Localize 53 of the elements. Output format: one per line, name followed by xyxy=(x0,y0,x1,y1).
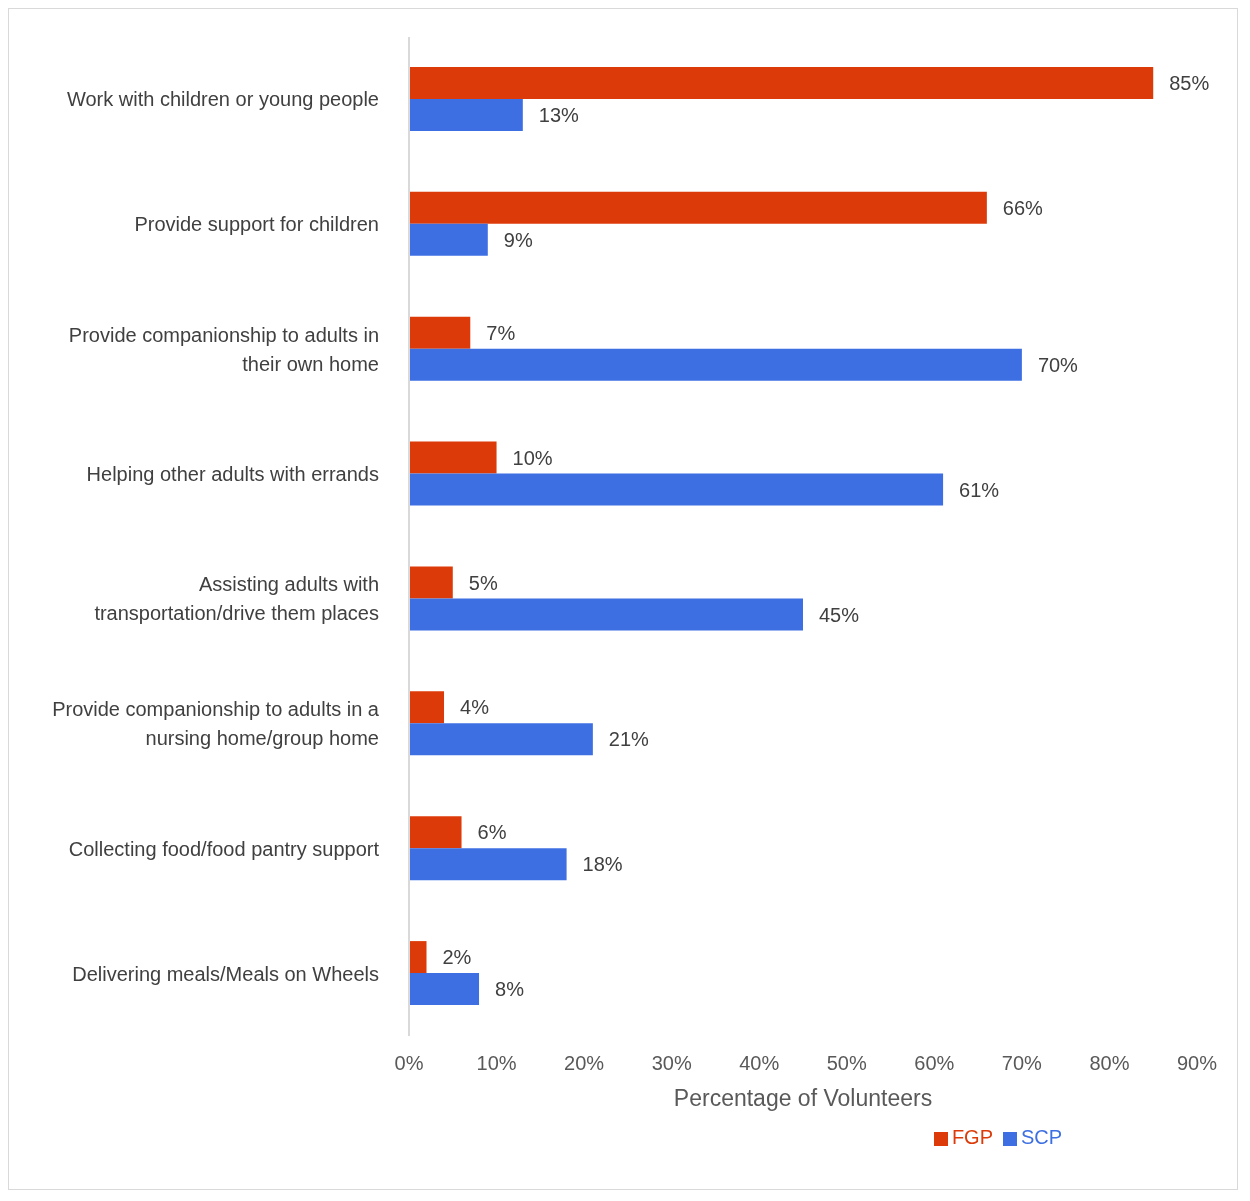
bar xyxy=(409,348,1022,381)
legend-label: SCP xyxy=(1021,1126,1063,1148)
y-tick-label: Assisting adults with transportation/drive them places xyxy=(94,573,379,625)
data-label: 18% xyxy=(582,853,623,876)
data-label: 6% xyxy=(477,821,507,844)
y-tick-label: Delivering meals/Meals on Wheels xyxy=(72,962,379,985)
data-label: 66% xyxy=(1002,196,1044,219)
x-tick-label: 70% xyxy=(1001,1052,1043,1075)
x-tick-label: 60% xyxy=(914,1052,955,1075)
bar xyxy=(409,598,803,631)
bar xyxy=(409,723,593,756)
data-label: 21% xyxy=(608,728,650,751)
bar xyxy=(409,941,427,974)
data-label: 2% xyxy=(442,946,472,969)
x-tick-label: 10% xyxy=(476,1052,517,1075)
bar xyxy=(409,223,488,256)
bar xyxy=(409,691,445,724)
bar xyxy=(409,816,462,849)
y-tick-label: Provide support for children xyxy=(134,213,379,236)
bar xyxy=(409,316,471,349)
data-label: 70% xyxy=(1037,353,1079,376)
legend-label: FGP xyxy=(951,1126,993,1148)
bar xyxy=(409,473,944,506)
data-label: 4% xyxy=(460,696,490,719)
data-label: 61% xyxy=(959,478,1000,501)
data-label: 8% xyxy=(495,978,525,1001)
x-tick-label: 20% xyxy=(564,1052,605,1075)
bar xyxy=(409,191,987,224)
y-tick-label: Helping other adults with errands xyxy=(86,463,379,486)
data-label: 85% xyxy=(1169,72,1210,95)
bar xyxy=(409,848,567,881)
y-tick-label: Collecting food/food pantry support xyxy=(68,837,380,860)
data-label: 9% xyxy=(503,228,533,251)
x-tick-label: 40% xyxy=(739,1052,780,1075)
bar xyxy=(409,66,1154,99)
x-tick-label: 90% xyxy=(1176,1052,1218,1075)
bar xyxy=(409,566,453,599)
data-label: 5% xyxy=(468,571,498,594)
x-tick-label: 30% xyxy=(651,1052,692,1075)
x-tick-label: 0% xyxy=(394,1052,424,1075)
x-tick-label: 50% xyxy=(826,1052,868,1075)
bar xyxy=(409,98,523,131)
data-label: 7% xyxy=(486,321,516,344)
x-axis-title: Percentage of Volunteers xyxy=(673,1085,933,1111)
y-tick-label: Provide companionship to adults in their own home xyxy=(68,323,379,375)
y-tick-label: Work with children or young people xyxy=(66,88,379,111)
bar xyxy=(409,973,480,1006)
data-label: 45% xyxy=(819,603,860,626)
bar xyxy=(409,441,497,474)
data-label: 13% xyxy=(538,104,580,127)
y-tick-label: Provide companionship to adults in a nursing home/group home xyxy=(52,698,380,750)
data-label: 10% xyxy=(512,446,553,469)
x-tick-label: 80% xyxy=(1089,1052,1130,1075)
